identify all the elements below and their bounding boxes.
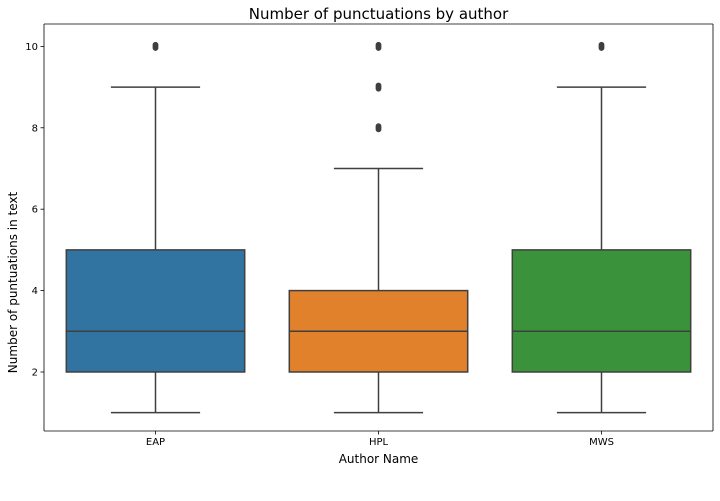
y-tick-label: 2 bbox=[32, 367, 38, 378]
outlier-point-hpl bbox=[375, 85, 382, 92]
y-axis-label: Number of puntuations in text bbox=[6, 192, 20, 374]
box-mws bbox=[511, 249, 692, 373]
outlier-point-hpl bbox=[375, 45, 382, 51]
outlier-point-hpl bbox=[375, 126, 382, 133]
chart-title: Number of punctuations by author bbox=[249, 5, 509, 23]
outlier-point-mws bbox=[598, 45, 605, 51]
outlier-point-eap bbox=[152, 45, 159, 51]
x-tick-label-eap: EAP bbox=[146, 437, 165, 448]
y-tick-label: 10 bbox=[25, 42, 38, 53]
y-tick-label: 4 bbox=[32, 286, 38, 297]
y-tick-label: 6 bbox=[32, 205, 38, 216]
y-tick-label: 8 bbox=[32, 123, 38, 134]
x-tick-label-hpl: HPL bbox=[369, 437, 389, 448]
box-eap bbox=[65, 249, 246, 373]
x-tick-label-mws: MWS bbox=[589, 437, 614, 448]
x-axis-label: Author Name bbox=[339, 452, 419, 466]
plot-area: 2 4 6 8 10 EAP HPL MWS bbox=[25, 23, 714, 448]
